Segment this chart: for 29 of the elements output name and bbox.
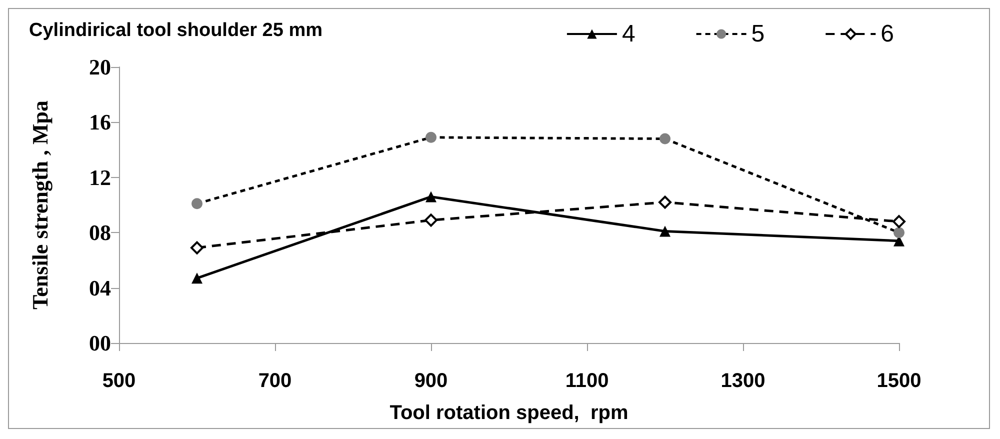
x-tick-label: 1500 — [876, 370, 922, 392]
point — [190, 241, 204, 254]
x-tick-label: 1100 — [565, 370, 609, 392]
x-tick-label: 500 — [102, 370, 136, 392]
point — [660, 133, 670, 144]
x-tick-label: 1300 — [720, 370, 766, 392]
point — [660, 226, 670, 237]
y-tick-label: 20 — [89, 54, 111, 80]
y-tick-label: 16 — [89, 110, 111, 135]
y-tick-label: 00 — [89, 330, 111, 356]
legend-label: 5 — [751, 20, 765, 48]
legend-label: 4 — [622, 20, 636, 48]
y-axis-title: Tensile strength , Mpa — [28, 100, 52, 310]
x-tick-label: 700 — [258, 370, 292, 392]
point — [894, 227, 904, 238]
point — [426, 191, 436, 202]
point — [426, 132, 436, 143]
point — [192, 198, 202, 210]
point — [892, 215, 906, 228]
point — [658, 196, 672, 209]
y-tick-label: 04 — [89, 275, 111, 300]
x-axis-title: Tool rotation speed, rpm — [390, 402, 628, 424]
point — [192, 272, 202, 284]
y-tick-label: 08 — [89, 220, 111, 246]
point — [424, 214, 438, 227]
y-tick-label: 12 — [89, 164, 111, 190]
legend-title: Cylindirical tool shoulder 25 mm — [29, 20, 323, 41]
legend-label: 6 — [880, 20, 894, 48]
x-tick-label: 900 — [414, 370, 448, 392]
